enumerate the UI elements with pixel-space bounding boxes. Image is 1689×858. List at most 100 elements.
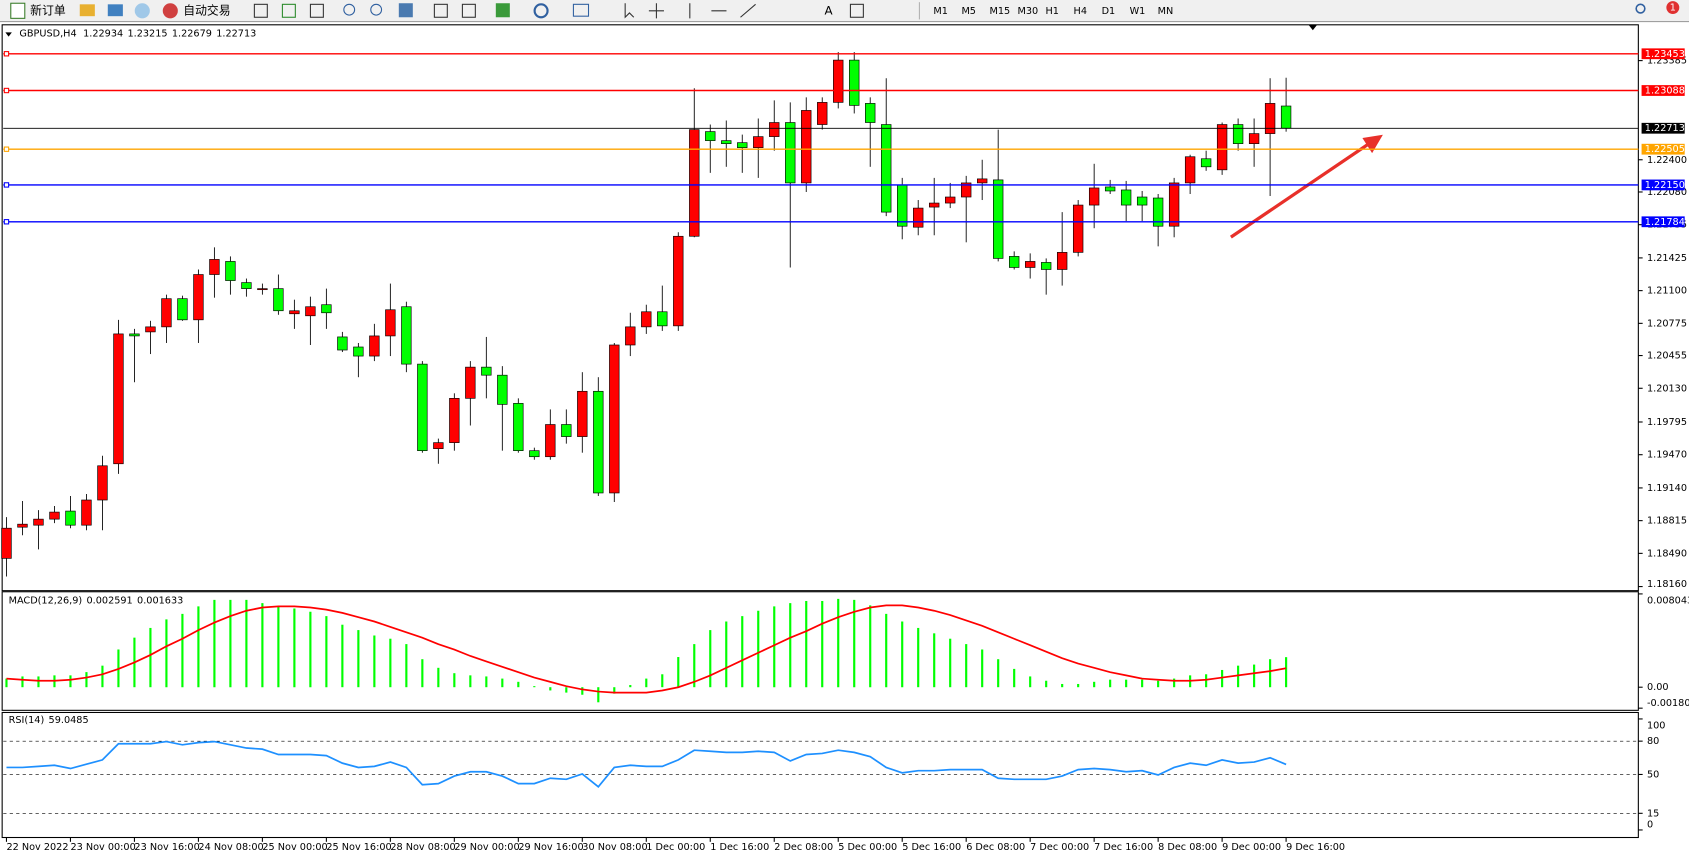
level-label: 1.21784	[1645, 217, 1685, 228]
x-tick-label: 8 Dec 08:00	[1158, 842, 1217, 853]
auto-trading-icon[interactable]	[162, 3, 178, 19]
level-label: 1.23088	[1645, 86, 1685, 97]
y-tick-label: 0.00	[1647, 682, 1669, 693]
candle-body	[641, 311, 652, 328]
y-tick-label: 1.19470	[1647, 450, 1687, 461]
level-label: 1.22505	[1645, 144, 1685, 155]
candle-body	[1056, 252, 1068, 270]
candle-body	[753, 136, 764, 149]
price-pane-border	[1, 24, 1639, 592]
candle-body	[433, 442, 444, 449]
candle-body	[801, 110, 812, 184]
level-label-bg	[1641, 48, 1685, 60]
candle-body	[1072, 204, 1084, 253]
candle-body	[689, 129, 700, 237]
y-tick-label: 1.19795	[1647, 417, 1687, 428]
candle-body	[449, 398, 460, 443]
candle-body	[273, 288, 284, 312]
candle-body	[513, 403, 524, 452]
candle-body	[337, 336, 348, 351]
candle-body	[129, 333, 140, 337]
timeframe-button[interactable]: M5	[961, 6, 976, 17]
candle-body	[145, 326, 156, 333]
rsi-last: 59.0485	[49, 715, 89, 726]
y-tick-label: 1.18160	[1647, 579, 1687, 590]
macd-header: MACD(12,26,9) 0.002591 0.001633	[9, 595, 184, 606]
x-tick-label: 5 Dec 16:00	[902, 842, 961, 853]
level-label-bg	[1641, 85, 1685, 96]
window-menu-marker	[5, 32, 12, 37]
toolbar-icon[interactable]	[107, 4, 123, 17]
level-label-bg	[1641, 179, 1685, 191]
candle-body	[193, 274, 204, 321]
x-tick-label: 9 Dec 00:00	[1222, 842, 1281, 853]
candle-body	[721, 140, 732, 144]
candle-body	[929, 202, 940, 208]
toolbar-icon[interactable]	[134, 3, 150, 19]
search-icon[interactable]	[1635, 3, 1646, 14]
candle-body	[993, 179, 1004, 259]
candle-body	[1, 527, 12, 559]
macd-last: 0.002591	[87, 595, 133, 606]
trend-arrowhead	[1362, 134, 1383, 154]
level-label: 1.23453	[1645, 49, 1685, 60]
y-tick-label: 1.20455	[1647, 351, 1687, 362]
new-order-button[interactable]: 新订单	[30, 3, 66, 17]
candle-body	[1264, 103, 1276, 134]
toolbar-icons[interactable]: A	[253, 3, 864, 19]
candle-body	[1009, 256, 1020, 268]
timeframe-button[interactable]: H1	[1046, 6, 1059, 17]
x-tick-label: 5 Dec 00:00	[838, 842, 897, 853]
x-tick-label: 6 Dec 08:00	[966, 842, 1025, 853]
x-tick-label: 28 Nov 08:00	[390, 842, 455, 853]
timeframe-button[interactable]: MN	[1158, 6, 1174, 17]
toolbar: 新订单 自动交易 A M1 M5 M15 M30 H1 H4 D1 W1 MN 1	[0, 0, 1689, 23]
candle-body	[257, 288, 268, 291]
y-tick-label: 1.21425	[1647, 253, 1687, 264]
last-close: 1.22713	[216, 28, 256, 39]
toolbar-icon[interactable]	[79, 4, 95, 17]
timeframe-button[interactable]: W1	[1130, 6, 1146, 17]
auto-trading-button[interactable]: 自动交易	[183, 3, 230, 17]
last-low: 1.22679	[172, 28, 212, 39]
notification-badge[interactable]	[1666, 1, 1680, 15]
y-tick-label: 1.22400	[1647, 155, 1687, 166]
candle-body	[289, 310, 300, 315]
toolbar-bg	[0, 0, 1689, 22]
timeframe-button[interactable]: M1	[933, 6, 948, 17]
candle-body	[561, 424, 572, 437]
timeframe-button[interactable]: M15	[989, 6, 1010, 17]
candle-body	[529, 450, 540, 458]
timeframe-button[interactable]: H4	[1074, 6, 1087, 17]
y-tick-label: 1.19140	[1647, 483, 1687, 494]
signal-last: 0.001633	[137, 595, 183, 606]
candle-body	[401, 306, 412, 365]
level-label: 1.22150	[1645, 180, 1685, 191]
timeframe-bar: M1 M5 M15 M30 H1 H4 D1 W1 MN	[933, 6, 1173, 17]
candle-body	[481, 366, 492, 376]
candle-body	[321, 304, 332, 314]
candle-body	[1216, 124, 1228, 171]
candle-body	[881, 124, 892, 213]
candle-body	[1280, 105, 1292, 129]
candle-body	[65, 510, 76, 526]
timeframe-button[interactable]: D1	[1102, 6, 1116, 17]
candle-body	[17, 523, 28, 528]
price-header: GBPUSD,H4 1.22934 1.23215 1.22679 1.22713	[19, 28, 256, 39]
candle-body	[737, 142, 748, 149]
new-order-icon[interactable]	[10, 2, 26, 19]
timeframe-button[interactable]: M30	[1017, 6, 1038, 17]
candle-body	[81, 499, 92, 526]
rsi-header: RSI(14) 59.0485	[9, 715, 89, 726]
candle-body	[241, 282, 252, 289]
macd-title: MACD(12,26,9)	[9, 595, 83, 606]
y-tick-label: 0	[1647, 820, 1653, 831]
candle-body	[305, 306, 316, 317]
x-tick-label: 29 Nov 16:00	[518, 842, 583, 853]
candle-body	[1040, 262, 1052, 270]
chart-area: GBPUSD,H4 1.22934 1.23215 1.22679 1.22713 MA…	[1, 24, 1689, 853]
candle-body	[1248, 133, 1260, 144]
